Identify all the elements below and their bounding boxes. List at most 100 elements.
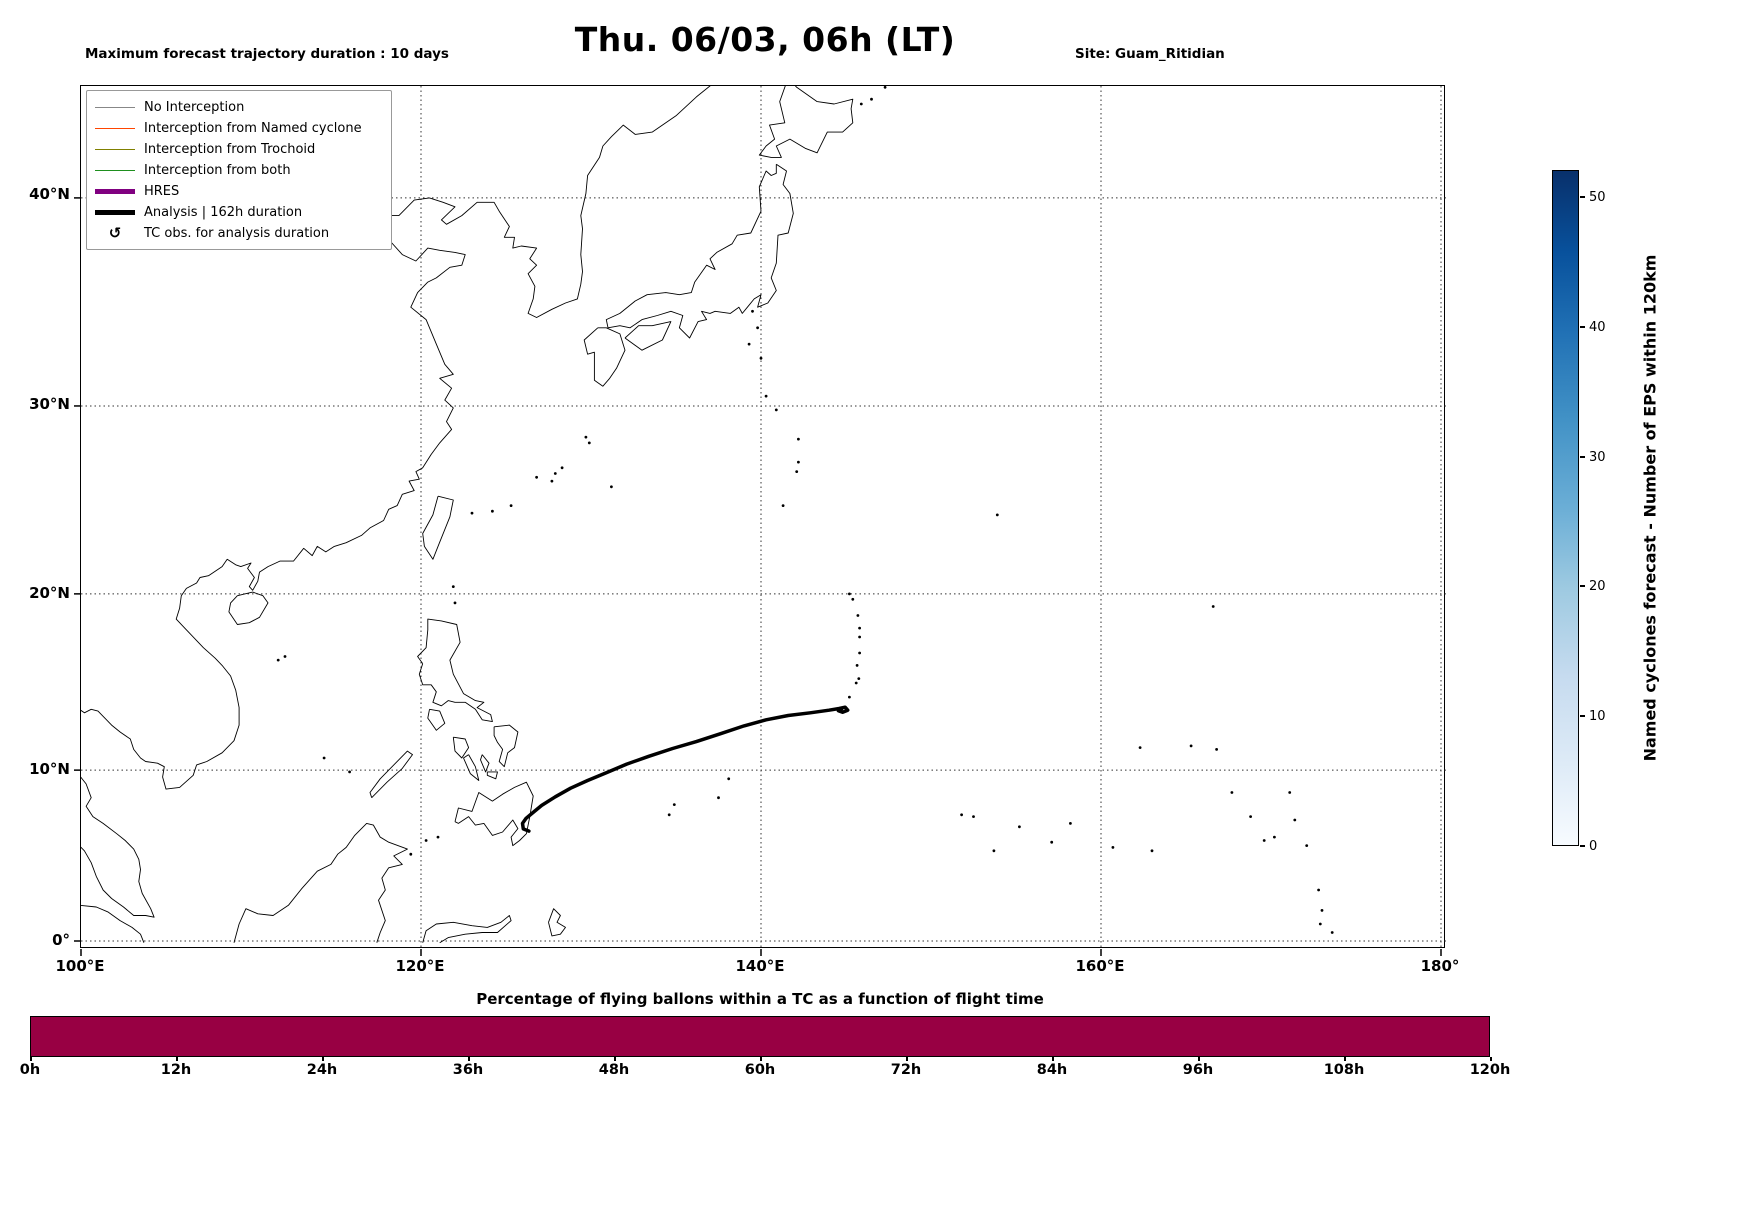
bottom-tick-label: 108h (1312, 1057, 1376, 1078)
small-island (855, 664, 859, 667)
colorbar-tick-label: 0 (1589, 838, 1598, 854)
coastline (463, 754, 480, 781)
small-island (848, 695, 851, 699)
axis-ticks (74, 197, 1442, 956)
small-island (1211, 605, 1215, 608)
coastline (369, 750, 413, 799)
small-island (1320, 909, 1324, 912)
small-island (451, 585, 455, 588)
small-island (283, 655, 287, 658)
colorbar-tick-mark (1580, 196, 1585, 198)
small-island (995, 513, 999, 517)
lat-tick-label: 40°N (29, 185, 70, 203)
small-island (1249, 815, 1252, 818)
legend-item: Interception from Named cyclone (95, 118, 383, 139)
coastline (427, 708, 446, 731)
legend-swatch (95, 169, 135, 172)
small-island (535, 475, 538, 479)
bottom-tick-label: 84h (1020, 1057, 1084, 1078)
coastline (417, 618, 493, 723)
small-island (870, 97, 873, 101)
small-island (1018, 825, 1021, 829)
colorbar-tick-label: 40 (1589, 319, 1606, 335)
small-island (797, 437, 800, 441)
colorbar-tick-mark (1580, 326, 1585, 328)
small-island (854, 681, 858, 685)
coastline (758, 86, 854, 158)
coastline (81, 776, 155, 918)
small-island (972, 815, 975, 818)
coastline (81, 86, 711, 790)
bottom-tick-label: 96h (1166, 1057, 1230, 1078)
small-island (409, 852, 413, 856)
small-island (1111, 846, 1115, 849)
coastline (548, 908, 566, 937)
small-island (1069, 822, 1072, 825)
small-island (795, 470, 799, 473)
coastline (493, 724, 519, 768)
colorbar-tick-label: 20 (1589, 578, 1606, 594)
small-island (1305, 844, 1309, 847)
small-island (553, 472, 557, 475)
no-interception-line (95, 106, 135, 109)
legend-item: No Interception (95, 97, 383, 118)
small-island (960, 813, 963, 817)
small-island (509, 504, 513, 507)
colorbar-tick: 50 (1580, 187, 1606, 207)
small-island (322, 756, 326, 760)
small-island (858, 651, 861, 655)
bottom-tick-label: 36h (436, 1057, 500, 1078)
colorbar-tick-mark (1580, 845, 1585, 847)
colorbar-tick-mark (1580, 585, 1585, 587)
small-island (1293, 818, 1297, 822)
small-island (856, 614, 860, 617)
colorbar-axis-label: Named cyclones forecast - Number of EPS … (1640, 254, 1660, 762)
small-island (764, 394, 768, 398)
small-island (453, 601, 457, 605)
colorbar-tick: 30 (1580, 447, 1606, 467)
small-island (797, 460, 800, 464)
lat-tick-label: 30°N (29, 395, 70, 413)
coastline (81, 905, 145, 943)
coastline (454, 781, 534, 847)
small-island (858, 626, 861, 630)
colorbar-tick-mark (1580, 456, 1585, 458)
small-island (610, 485, 613, 489)
legend-swatch (95, 127, 135, 130)
coastline (480, 754, 490, 773)
coastline (422, 915, 512, 944)
small-island (848, 592, 851, 596)
lon-tick-label: 120°E (395, 957, 445, 975)
lat-tick-label: 20°N (29, 584, 70, 602)
bottom-tick-label: 120h (1458, 1057, 1522, 1078)
legend-box: No Interception Interception from Named … (86, 90, 392, 250)
small-island (759, 356, 763, 360)
legend-item: HRES (95, 181, 383, 202)
legend-swatch (95, 189, 135, 194)
map-plot-area: No Interception Interception from Named … (74, 85, 1446, 956)
small-island (1215, 748, 1218, 751)
legend-swatch: ↺ (95, 226, 135, 241)
both-line (95, 169, 135, 172)
legend-swatch (95, 210, 135, 215)
small-island (436, 835, 440, 839)
bottom-chart-title: Percentage of flying ballons within a TC… (476, 990, 1044, 1008)
small-island (667, 813, 671, 817)
small-island (1318, 922, 1322, 926)
legend-item-label: Interception from both (144, 163, 291, 178)
trochoid-line (95, 148, 135, 151)
coastline (624, 321, 672, 351)
flight-time-percentage-bar (30, 1016, 1490, 1057)
legend-swatch (95, 148, 135, 151)
bottom-tick-label: 24h (290, 1057, 354, 1078)
legend-item-label: Interception from Named cyclone (144, 121, 362, 136)
lat-tick-label: 10°N (29, 760, 70, 778)
small-island (1288, 791, 1292, 794)
lon-tick-label: 140°E (735, 957, 785, 975)
legend-item: Interception from both (95, 160, 383, 181)
small-island (1138, 746, 1142, 749)
bottom-tick-label: 12h (144, 1057, 208, 1078)
small-island (747, 342, 751, 346)
legend-item-label: Analysis | 162h duration (144, 205, 303, 220)
bottom-tick-label: 72h (874, 1057, 938, 1078)
